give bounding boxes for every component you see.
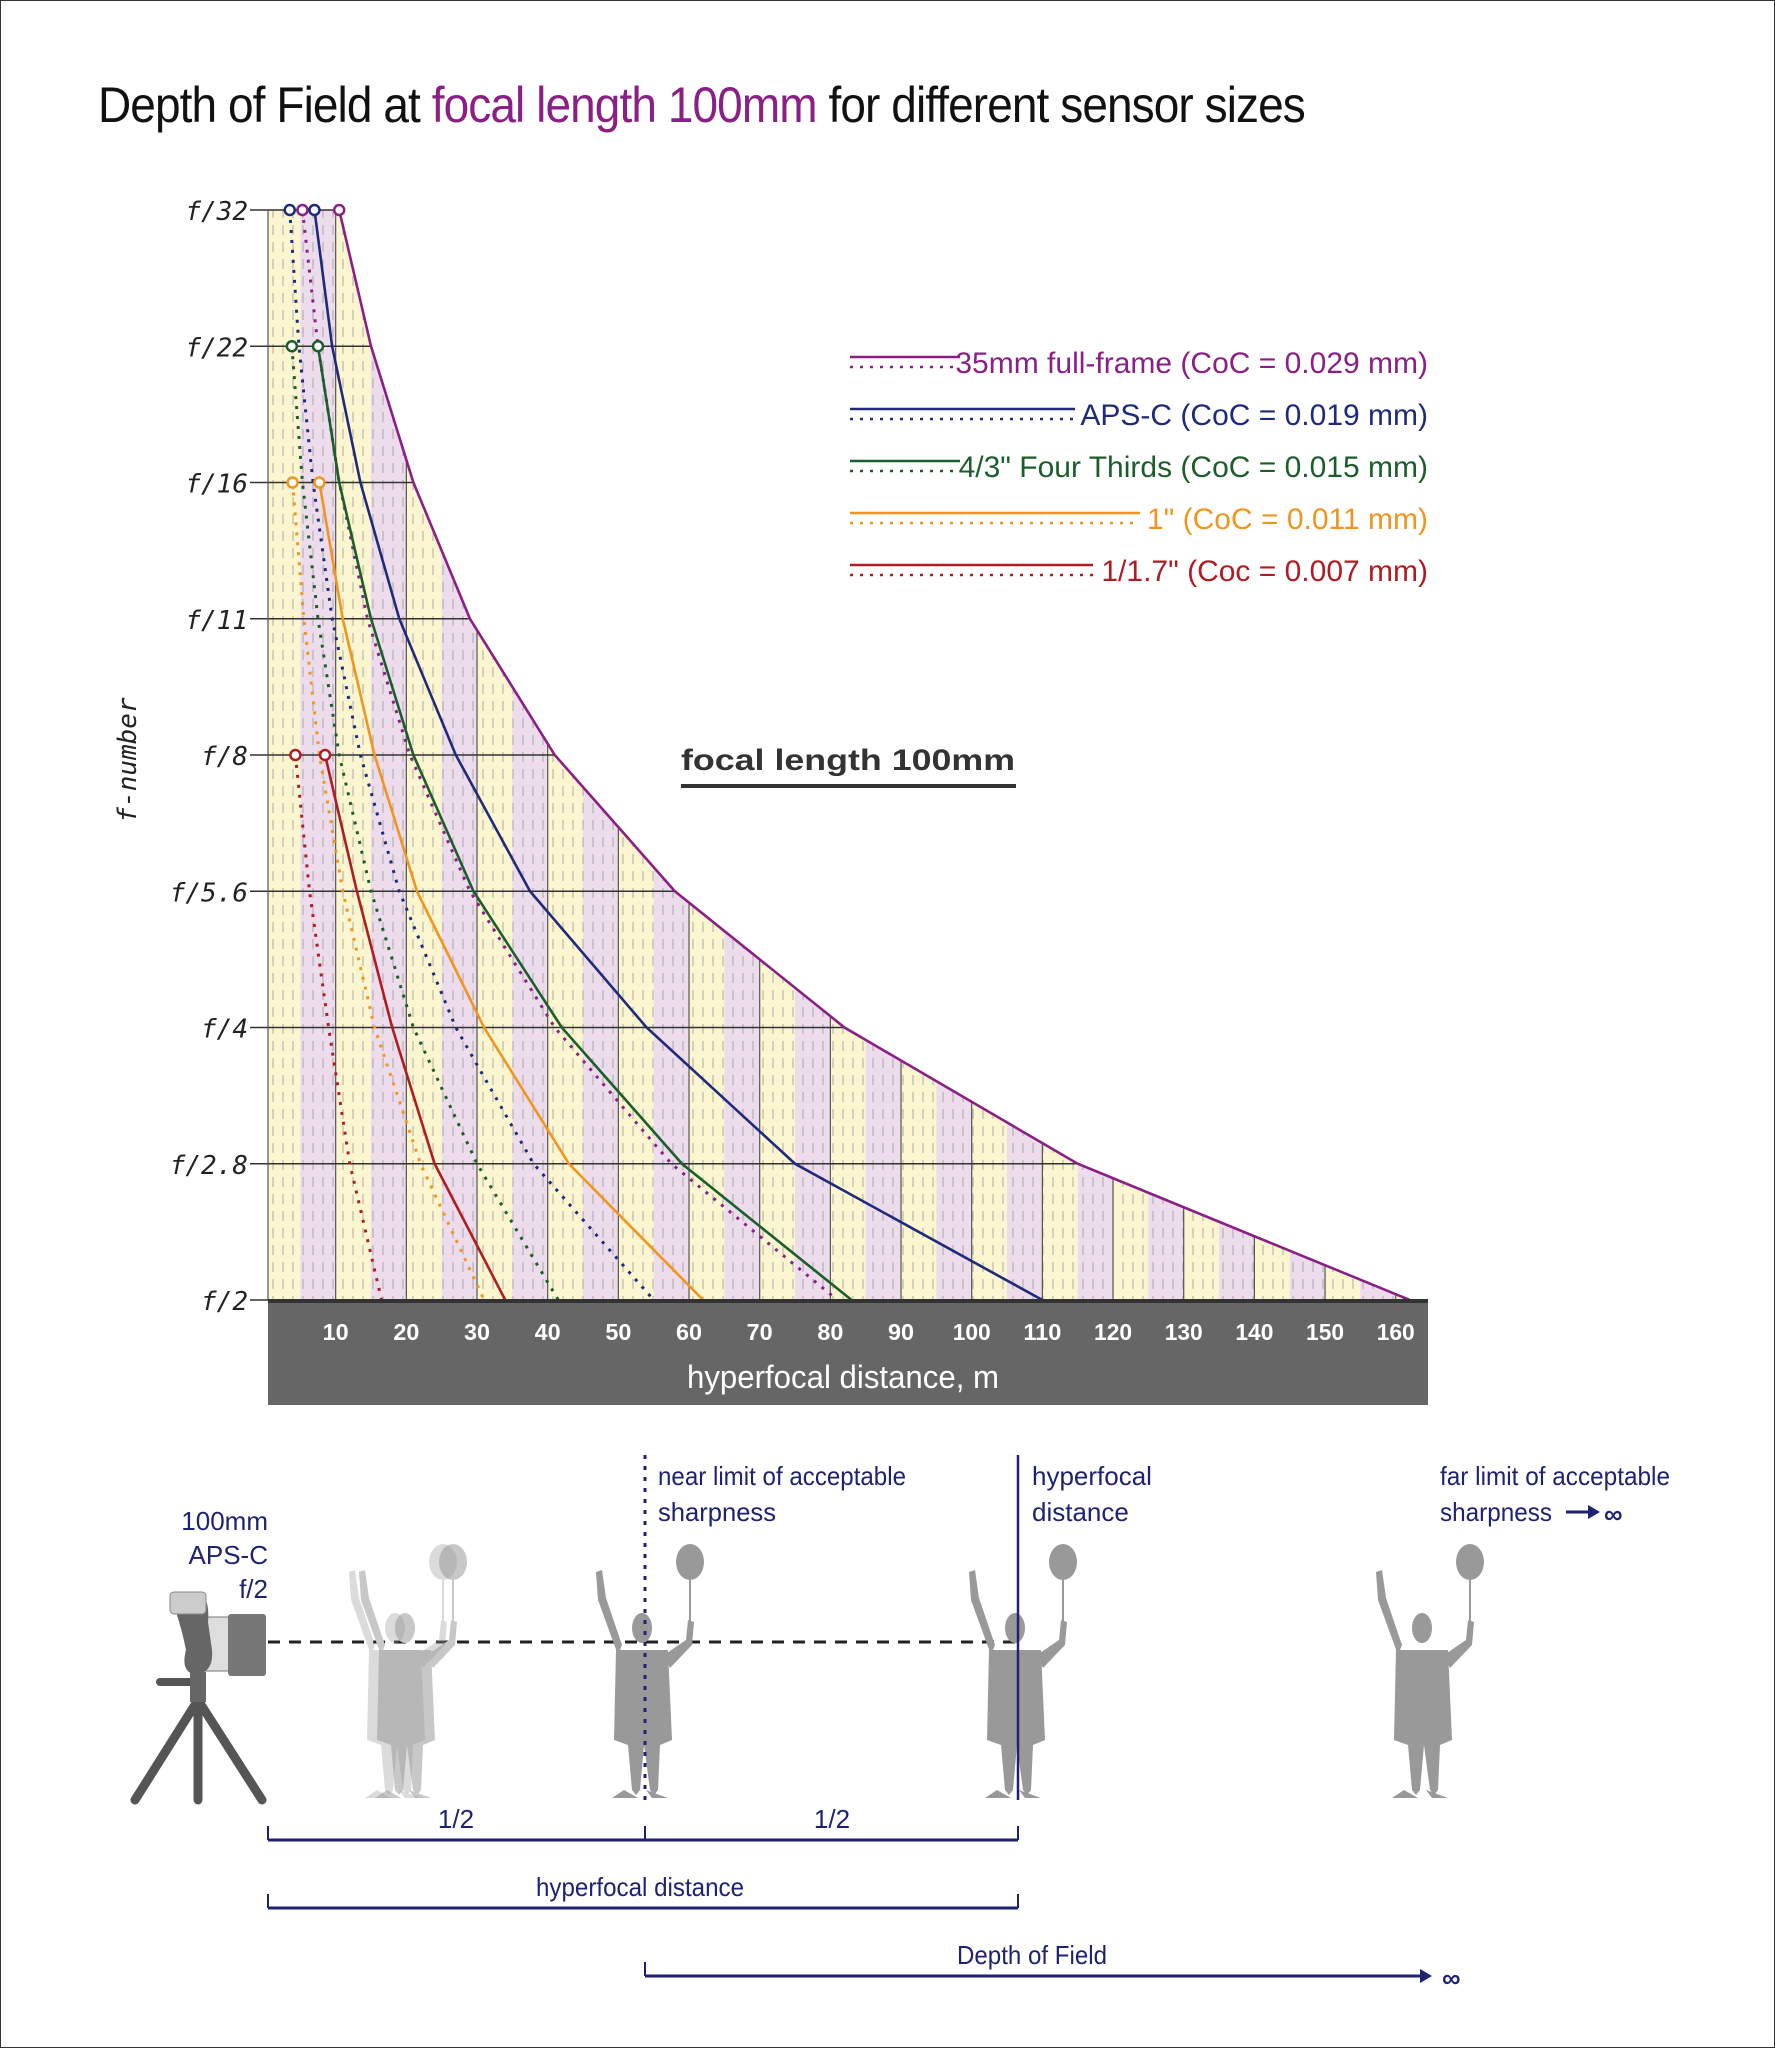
svg-text:f/32: f/32 (185, 197, 248, 227)
svg-text:40: 40 (535, 1319, 561, 1345)
svg-text:50: 50 (605, 1319, 631, 1345)
svg-text:hyperfocal distance, m: hyperfocal distance, m (687, 1359, 999, 1395)
svg-text:f/22: f/22 (185, 333, 248, 363)
svg-text:f/11: f/11 (185, 606, 248, 636)
series-0 (296, 203, 1411, 1302)
svg-text:20: 20 (393, 1319, 419, 1345)
svg-text:140: 140 (1235, 1319, 1273, 1345)
series-2 (285, 340, 853, 1302)
x-axis-bar: 10 20 30 40 50 60 70 80 90 100 110 120 130 140 150 160 h… (268, 1299, 1428, 1405)
svg-text:120: 120 (1094, 1319, 1132, 1345)
legend-item-1: APS-C (CoC = 0.019 mm) (1080, 399, 1428, 432)
svg-text:hyperfocal distance: hyperfocal distance (536, 1872, 744, 1902)
series-4 (289, 748, 507, 1301)
legend-item-0: 35mm full-frame (CoC = 0.029 mm) (955, 347, 1428, 380)
camera-on-tripod-icon (130, 1591, 267, 1805)
svg-text:sharpness: sharpness (658, 1497, 776, 1527)
focal-length-annotation: focal length 100mm (681, 744, 1016, 788)
svg-text:APS-C: APS-C (189, 1540, 268, 1570)
svg-text:f/2: f/2 (239, 1574, 268, 1604)
title-prefix: Depth of Field at (98, 77, 432, 133)
svg-text:f-number: f-number (113, 697, 143, 823)
svg-text:100mm: 100mm (181, 1506, 268, 1536)
svg-text:80: 80 (817, 1319, 843, 1345)
svg-text:60: 60 (676, 1319, 702, 1345)
legend: 35mm full-frame (CoC = 0.029 mm) APS-C (C… (850, 347, 1428, 588)
legend-item-2: 4/3" Four Thirds (CoC = 0.015 mm) (959, 451, 1428, 484)
svg-text:f/2.8: f/2.8 (170, 1151, 248, 1181)
svg-text:1/2: 1/2 (438, 1804, 474, 1834)
svg-text:Depth of Field: Depth of Field (957, 1940, 1107, 1970)
svg-text:160: 160 (1377, 1319, 1415, 1345)
title-suffix: for different sensor sizes (816, 77, 1305, 133)
y-axis: f/32 f/22 f/16 f/11 f/8 f/5.6 f/4 f/2.8 f/2 f-num… (113, 197, 248, 1317)
series-3 (286, 476, 705, 1301)
svg-text:f/16: f/16 (185, 470, 248, 500)
svg-text:110: 110 (1023, 1319, 1061, 1345)
series-1 (283, 203, 1043, 1302)
svg-text:130: 130 (1165, 1319, 1203, 1345)
svg-text:1/2: 1/2 (814, 1804, 850, 1834)
svg-text:100: 100 (953, 1319, 991, 1345)
legend-item-4: 1/1.7" (Coc = 0.007 mm) (1101, 555, 1428, 588)
svg-text:∞: ∞ (1442, 1963, 1461, 1993)
hyperfocal-illustration: 100mm APS-C f/2 near limit of acceptable sha… (130, 1455, 1670, 1993)
svg-text:f/4: f/4 (201, 1015, 248, 1045)
svg-text:f/2: f/2 (201, 1287, 248, 1317)
chart-title: Depth of Field at focal length 100mm for… (98, 76, 1306, 134)
svg-text:near limit of acceptable: near limit of acceptable (658, 1461, 906, 1491)
svg-text:70: 70 (747, 1319, 773, 1345)
svg-text:far limit of acceptable: far limit of acceptable (1440, 1461, 1670, 1491)
svg-text:focal length 100mm: focal length 100mm (681, 744, 1015, 777)
title-highlight: focal length 100mm (431, 77, 818, 133)
svg-text:f/8: f/8 (201, 742, 248, 772)
svg-text:10: 10 (323, 1319, 349, 1345)
legend-item-3: 1" (CoC = 0.011 mm) (1147, 503, 1428, 536)
svg-text:30: 30 (464, 1319, 490, 1345)
svg-text:∞: ∞ (1604, 1499, 1623, 1529)
svg-text:sharpness: sharpness (1440, 1497, 1552, 1527)
svg-text:150: 150 (1306, 1319, 1344, 1345)
svg-text:hyperfocal: hyperfocal (1032, 1461, 1152, 1491)
svg-text:f/5.6: f/5.6 (170, 878, 248, 908)
svg-text:distance: distance (1032, 1497, 1129, 1527)
svg-text:90: 90 (888, 1319, 914, 1345)
